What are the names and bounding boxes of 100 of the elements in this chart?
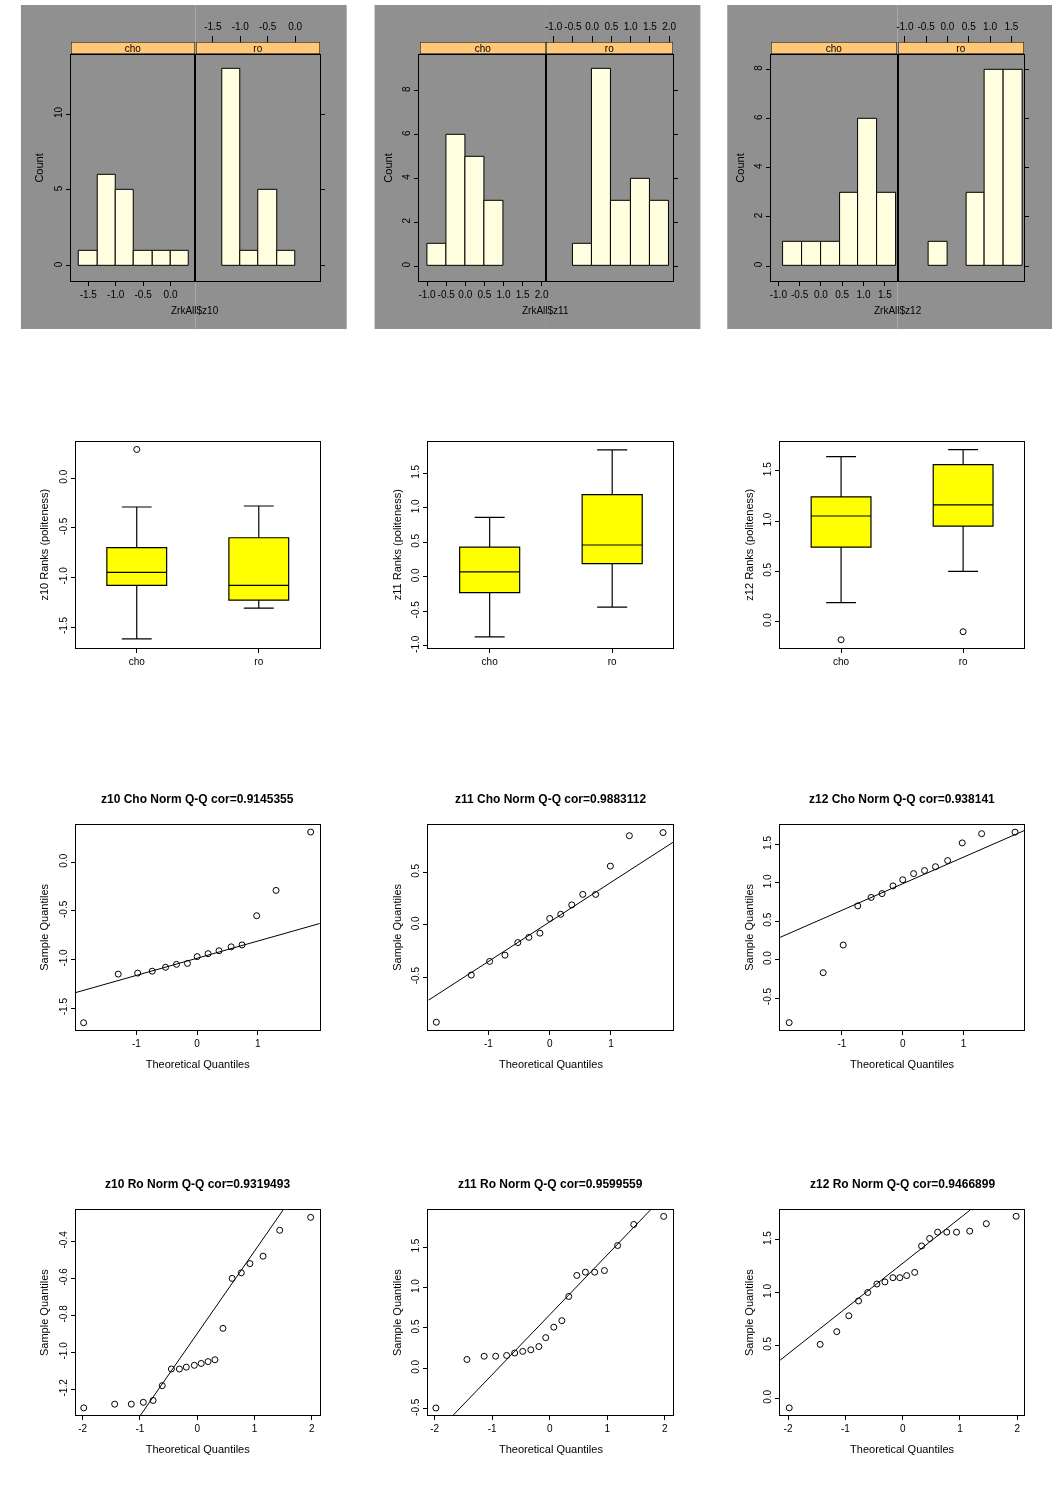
point (833, 1328, 841, 1336)
x-tick-label: 2 (309, 1423, 315, 1435)
y-tick-label: 0.0 (762, 612, 774, 628)
y-tick-label: 2 (401, 217, 413, 224)
point (536, 929, 544, 937)
y-tick-label: 10 (52, 106, 64, 119)
x-tick-label: -1.0 (418, 289, 437, 301)
y-tick-label: 4 (753, 163, 765, 170)
x-tick-label: ro (607, 655, 618, 667)
x-axis-title: ZrkAll$z10 (171, 305, 219, 316)
chart-title: cho (474, 42, 492, 54)
y-tick-label: -0.5 (57, 517, 69, 535)
point (182, 1363, 190, 1371)
y-tick-label: 0.0 (57, 469, 69, 484)
x-tick-label: 1 (608, 1037, 615, 1049)
y-axis-title: Sample Quantiles (391, 1268, 404, 1357)
y-axis-title: Count (33, 153, 46, 183)
x-tick-label: ro (958, 655, 968, 667)
x-tick-label: -0.5 (134, 289, 153, 301)
point (253, 912, 261, 920)
x-tick-label: 1 (604, 1423, 611, 1435)
point (558, 1317, 566, 1325)
x-tick-label: -1.0 (107, 289, 125, 301)
point (978, 830, 986, 838)
y-tick-label: 1.5 (762, 1230, 774, 1246)
x-tick-label: 1.0 (983, 20, 998, 32)
point (501, 951, 509, 959)
point (307, 828, 315, 836)
point (910, 870, 918, 878)
y-tick-label: 1.5 (410, 1238, 422, 1253)
point (542, 1334, 550, 1342)
y-axis-title: Sample Quantiles (391, 883, 404, 971)
point (204, 950, 212, 958)
point (550, 1323, 558, 1331)
x-tick-label: 1.5 (877, 289, 893, 301)
point (591, 1268, 599, 1276)
x-tick-label: -2 (430, 1423, 440, 1435)
y-tick-label: -1.0 (57, 948, 69, 967)
point (480, 1352, 488, 1360)
point (958, 839, 966, 847)
point (139, 1398, 147, 1406)
point (219, 1324, 227, 1332)
y-tick-label: -0.6 (57, 1267, 69, 1286)
y-axis-title: z11 Ranks (politeness) (391, 489, 404, 601)
x-tick-label: 1.0 (623, 20, 639, 32)
x-tick-label: -0.5 (259, 20, 277, 32)
point (276, 1226, 284, 1234)
y-tick-label: 6 (401, 129, 413, 136)
point (565, 1292, 573, 1300)
point (525, 933, 533, 941)
point (503, 1351, 511, 1359)
point (918, 1242, 926, 1250)
chart-title: ro (253, 42, 263, 54)
x-tick-label: cho (833, 655, 850, 667)
x-axis-title: ZrkAll$z11 (522, 305, 569, 316)
x-tick-label: 0.5 (961, 20, 977, 32)
point (204, 1358, 212, 1366)
y-tick-label: -1.2 (57, 1378, 69, 1397)
point (175, 1365, 183, 1373)
y-tick-label: -1.0 (57, 1341, 69, 1360)
point (630, 1221, 638, 1228)
y-tick-label: -0.5 (410, 600, 422, 619)
x-axis-title: Theoretical Quantiles (498, 1057, 604, 1070)
point (600, 1267, 608, 1275)
y-axis-title: Count (733, 153, 746, 183)
x-tick-label: 0.5 (477, 289, 492, 301)
point (934, 1228, 942, 1236)
chart-title: ro (604, 42, 615, 54)
x-axis-title: Theoretical Quantiles (498, 1443, 604, 1456)
x-tick-label: 0.0 (163, 289, 178, 301)
point (889, 882, 897, 890)
x-tick-label: -1.5 (204, 20, 222, 32)
y-tick-label: 0 (52, 261, 64, 268)
point (926, 1235, 934, 1243)
y-tick-label: 5 (52, 185, 64, 192)
point (514, 939, 522, 947)
x-tick-label: -1 (131, 1037, 142, 1049)
y-tick-label: 1.0 (762, 873, 774, 889)
point (162, 963, 170, 971)
point (127, 1400, 135, 1408)
y-tick-label: -0.5 (57, 900, 69, 918)
point (183, 959, 191, 967)
x-tick-label: -1.0 (545, 20, 563, 32)
x-tick-label: -1.0 (896, 20, 914, 32)
y-axis-title: Sample Quantiles (38, 1268, 51, 1357)
y-tick-label: -1.5 (57, 997, 69, 1016)
chart-title: z11 Ro Norm Q-Q cor=0.9599559 (458, 1177, 643, 1191)
point (211, 1356, 219, 1364)
point (581, 1268, 589, 1276)
y-tick-label: -1.0 (410, 635, 422, 653)
x-tick-label: 0 (194, 1037, 201, 1049)
point (148, 967, 156, 975)
x-tick-label: -1 (483, 1037, 494, 1049)
point (854, 902, 862, 910)
x-tick-label: 0.0 (940, 20, 955, 32)
point (432, 1404, 440, 1412)
point (197, 1359, 205, 1367)
y-tick-label: 1.0 (410, 1278, 422, 1293)
y-tick-label: 6 (753, 113, 765, 120)
x-tick-label: -1 (837, 1037, 847, 1049)
